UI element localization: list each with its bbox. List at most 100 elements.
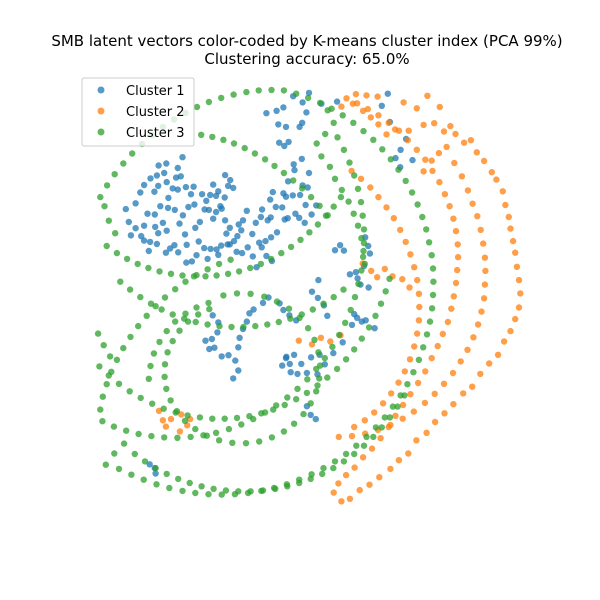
scatter-point-cluster-3-82 bbox=[101, 203, 108, 210]
scatter-point-cluster-2-98 bbox=[443, 143, 450, 151]
scatter-point-cluster-1-12 bbox=[384, 90, 391, 97]
scatter-point-cluster-1-98 bbox=[151, 211, 158, 218]
scatter-point-cluster-3-75 bbox=[161, 294, 169, 301]
scatter-point-cluster-1-97 bbox=[157, 203, 164, 210]
scatter-point-cluster-3-70 bbox=[120, 344, 127, 352]
scatter-point-cluster-2-165 bbox=[374, 274, 381, 281]
scatter-point-cluster-1-184 bbox=[365, 284, 372, 291]
scatter-point-cluster-2-84 bbox=[436, 178, 443, 186]
scatter-point-cluster-1-108 bbox=[183, 241, 190, 248]
scatter-point-cluster-3-55 bbox=[212, 429, 220, 436]
scatter-point-cluster-3-97 bbox=[235, 268, 243, 275]
scatter-point-cluster-3-59 bbox=[161, 434, 168, 441]
scatter-point-cluster-3-252 bbox=[193, 103, 201, 111]
scatter-points bbox=[94, 86, 524, 505]
scatter-point-cluster-3-269 bbox=[296, 314, 303, 321]
scatter-point-cluster-2-140 bbox=[414, 330, 421, 337]
scatter-point-cluster-3-148 bbox=[270, 406, 277, 413]
scatter-point-cluster-3-122 bbox=[264, 321, 271, 328]
scatter-point-cluster-3-182 bbox=[351, 450, 358, 458]
scatter-point-cluster-2-105 bbox=[480, 240, 487, 247]
scatter-point-cluster-1-4 bbox=[280, 104, 287, 111]
scatter-point-cluster-2-121 bbox=[387, 421, 394, 429]
scatter-point-cluster-3-30 bbox=[346, 159, 353, 166]
scatter-point-cluster-3-31 bbox=[351, 172, 358, 179]
scatter-point-cluster-3-20 bbox=[271, 162, 278, 170]
scatter-point-cluster-1-75 bbox=[267, 234, 275, 241]
scatter-point-cluster-2-32 bbox=[513, 263, 521, 270]
scatter-point-cluster-3-99 bbox=[257, 260, 265, 268]
scatter-point-cluster-1-27 bbox=[291, 166, 298, 174]
scatter-point-cluster-3-244 bbox=[293, 90, 300, 97]
scatter-point-cluster-3-222 bbox=[426, 318, 434, 325]
scatter-point-cluster-2-89 bbox=[395, 127, 403, 134]
scatter-point-cluster-2-110 bbox=[478, 308, 485, 315]
scatter-point-cluster-3-243 bbox=[304, 94, 312, 102]
scatter-point-cluster-2-62 bbox=[368, 445, 376, 452]
scatter-point-cluster-2-97 bbox=[435, 149, 443, 157]
scatter-point-cluster-1-109 bbox=[181, 231, 189, 238]
scatter-point-cluster-1-204 bbox=[303, 369, 311, 377]
scatter-point-cluster-1-16 bbox=[397, 146, 404, 153]
scatter-point-cluster-3-102 bbox=[287, 243, 295, 251]
scatter-point-cluster-2-2 bbox=[374, 93, 381, 100]
scatter-point-cluster-3-58 bbox=[174, 434, 181, 441]
scatter-point-cluster-1-150 bbox=[215, 251, 222, 258]
scatter-point-cluster-1-115 bbox=[174, 186, 181, 193]
scatter-point-cluster-2-31 bbox=[512, 249, 519, 256]
scatter-point-cluster-3-16 bbox=[307, 193, 315, 201]
scatter-point-cluster-1-153 bbox=[188, 258, 196, 265]
scatter-point-cluster-1-66 bbox=[213, 246, 220, 253]
scatter-point-cluster-2-52 bbox=[376, 474, 383, 481]
scatter-point-cluster-2-118 bbox=[421, 399, 429, 407]
scatter-point-cluster-3-90 bbox=[156, 268, 163, 275]
scatter-point-cluster-2-50 bbox=[395, 457, 403, 464]
scatter-point-cluster-1-40 bbox=[264, 217, 271, 224]
scatter-point-cluster-3-189 bbox=[120, 440, 128, 447]
scatter-point-cluster-1-38 bbox=[258, 206, 266, 213]
scatter-point-cluster-2-6 bbox=[436, 103, 443, 111]
scatter-point-cluster-1-91 bbox=[174, 164, 181, 172]
scatter-point-cluster-1-103 bbox=[153, 240, 161, 248]
scatter-point-cluster-2-114 bbox=[457, 358, 464, 365]
scatter-point-cluster-2-133 bbox=[402, 238, 409, 246]
scatter-point-cluster-2-149 bbox=[351, 423, 358, 431]
scatter-point-cluster-3-233 bbox=[402, 177, 409, 185]
scatter-point-cluster-3-45 bbox=[321, 354, 328, 362]
scatter-point-cluster-3-93 bbox=[190, 273, 198, 280]
scatter-point-cluster-2-103 bbox=[474, 213, 481, 220]
scatter-point-cluster-3-229 bbox=[423, 226, 430, 233]
scatter-point-cluster-2-45 bbox=[441, 410, 448, 417]
scatter-point-cluster-2-0 bbox=[352, 90, 360, 98]
scatter-point-cluster-1-44 bbox=[239, 217, 247, 224]
scatter-point-cluster-3-29 bbox=[340, 146, 348, 153]
scatter-point-cluster-3-127 bbox=[320, 300, 327, 307]
scatter-point-cluster-3-262 bbox=[97, 193, 104, 201]
scatter-point-cluster-1-141 bbox=[203, 197, 210, 204]
scatter-point-cluster-3-10 bbox=[354, 222, 362, 229]
scatter-point-cluster-1-216 bbox=[236, 334, 243, 341]
scatter-point-cluster-3-204 bbox=[270, 484, 278, 492]
scatter-point-cluster-1-160 bbox=[206, 345, 213, 353]
scatter-point-cluster-3-103 bbox=[297, 236, 304, 243]
scatter-point-cluster-2-155 bbox=[162, 423, 170, 430]
scatter-point-cluster-1-116 bbox=[169, 185, 176, 192]
scatter-point-cluster-3-218 bbox=[410, 369, 417, 376]
scatter-point-cluster-3-151 bbox=[303, 389, 311, 397]
scatter-point-cluster-1-164 bbox=[232, 357, 239, 364]
scatter-point-cluster-3-134 bbox=[105, 372, 113, 379]
scatter-point-cluster-3-9 bbox=[350, 210, 357, 217]
scatter-point-cluster-1-65 bbox=[207, 245, 214, 253]
chart-subtitle: Clustering accuracy: 65.0% bbox=[204, 50, 409, 68]
scatter-point-cluster-2-70 bbox=[428, 354, 435, 362]
scatter-point-cluster-1-182 bbox=[346, 271, 354, 278]
scatter-point-cluster-2-146 bbox=[379, 400, 387, 407]
scatter-point-cluster-3-81 bbox=[227, 256, 234, 263]
scatter-point-cluster-3-264 bbox=[233, 290, 241, 297]
scatter-point-cluster-1-186 bbox=[354, 275, 361, 282]
scatter-point-cluster-2-82 bbox=[446, 203, 453, 210]
scatter-point-cluster-1-193 bbox=[340, 247, 348, 254]
scatter-point-cluster-2-44 bbox=[450, 401, 457, 408]
scatter-point-cluster-2-109 bbox=[480, 295, 488, 302]
scatter-point-cluster-3-220 bbox=[420, 344, 427, 351]
